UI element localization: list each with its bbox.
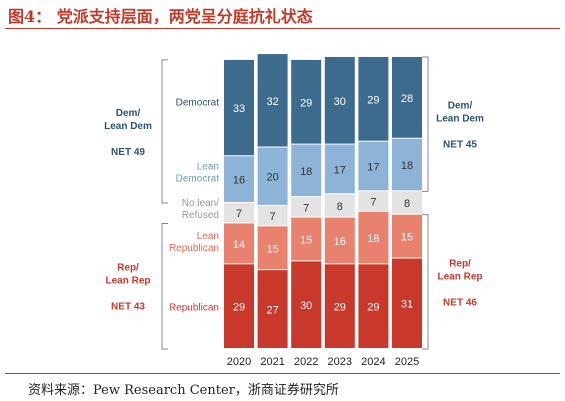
row-label: Refused [182,210,219,221]
data-label: 8 [404,198,410,210]
data-label: 29 [367,94,379,106]
left-group-label: Dem/ [116,108,141,119]
bar-segment-lean-republican-2025 [392,214,422,258]
x-tick-label: 2024 [361,356,385,368]
data-label: 20 [266,172,278,184]
bar-segment-lean-democrat-2024 [358,141,389,191]
bar-segment-republican-2020 [224,264,254,348]
left-group-label: Rep/ [117,263,139,274]
data-label: 18 [367,233,379,245]
bar-segment-lean-republican-2022 [291,217,322,261]
bar-segment-republican-2021 [257,270,288,348]
bar-segment-democrat-2022 [291,59,322,144]
bar-segment-no-lean-refused-2024 [358,191,389,211]
data-label: 31 [401,299,413,311]
row-label: Lean [197,161,219,172]
left-group-bracket [161,222,168,350]
bar-segment-no-lean-refused-2021 [257,205,288,226]
x-tick-label: 2021 [260,356,284,368]
data-label: 29 [233,302,245,314]
right-group-label: NET 46 [443,297,477,308]
data-label: 30 [300,300,312,312]
bar-segment-republican-2025 [392,258,422,348]
data-label: 15 [300,235,312,247]
data-label: 30 [334,96,346,108]
bar-segment-republican-2023 [324,264,355,348]
bar-segment-democrat-2020 [224,59,254,156]
row-label: Republican [169,302,219,313]
left-group-bracket [161,59,168,204]
row-label: Democrat [176,173,220,184]
right-group-label: Rep/ [449,258,471,269]
title-divider [5,28,560,29]
data-label: 7 [370,197,376,209]
left-group-label: Lean Rep [105,276,150,287]
data-label: 17 [334,164,346,176]
figure-title: 图4： 党派支持层面，两党呈分庭抗礼状态 [8,7,313,26]
bar-segment-lean-republican-2024 [358,211,389,264]
x-tick-label: 2022 [294,356,318,368]
bar-segment-lean-democrat-2025 [392,138,422,191]
x-tick-label: 2020 [227,356,251,368]
data-label: 15 [401,232,413,244]
source-note: 资料来源：Pew Research Center，浙商证券研究所 [28,383,339,398]
data-label: 18 [401,160,413,172]
data-label: 14 [233,239,245,251]
right-group-label: Lean Dem [436,114,484,125]
bar-segment-lean-democrat-2020 [224,156,254,202]
data-label: 16 [334,236,346,248]
left-group-label: NET 43 [111,302,145,313]
bar-segment-lean-democrat-2023 [324,144,355,194]
right-group-bracket [422,214,429,350]
bar-segment-lean-republican-2021 [257,226,288,270]
bar-segment-lean-democrat-2021 [257,147,288,205]
bar-segment-republican-2022 [291,261,322,348]
row-label: No lean/ [182,198,219,209]
bar-segment-lean-republican-2023 [324,217,355,264]
data-label: 8 [337,201,343,213]
data-label: 7 [270,211,276,223]
data-label: 28 [401,93,413,105]
bar-segment-democrat-2023 [324,57,355,144]
bar-segment-democrat-2024 [358,57,389,141]
x-tick-label: 2025 [395,356,419,368]
right-group-label: Lean Rep [437,271,482,282]
row-label: Lean [197,231,219,242]
bar-segment-republican-2024 [358,264,389,348]
bar-segment-no-lean-refused-2023 [324,194,355,217]
left-group-label: NET 49 [111,147,145,158]
bar-segment-lean-republican-2020 [224,223,254,264]
x-tick-label: 2023 [328,356,352,368]
right-group-label: NET 45 [443,140,477,151]
data-label: 18 [300,166,312,178]
data-label: 15 [266,243,278,255]
data-label: 33 [233,103,245,115]
data-label: 7 [236,208,242,220]
bar-segment-democrat-2021 [257,54,288,147]
right-group-label: Dem/ [448,101,473,112]
row-label: Republican [169,243,219,254]
bar-segment-no-lean-refused-2022 [291,197,322,217]
data-label: 29 [334,302,346,314]
data-label: 29 [300,97,312,109]
data-label: 16 [233,175,245,187]
footer-divider [5,373,560,374]
data-label: 17 [367,162,379,174]
data-label: 32 [266,96,278,108]
data-label: 27 [266,305,278,317]
data-label: 7 [303,202,309,214]
bar-segment-no-lean-refused-2025 [392,191,422,214]
bar-segment-no-lean-refused-2020 [224,203,254,223]
bar-segment-democrat-2025 [392,57,422,138]
left-group-label: Lean Dem [104,121,152,132]
bar-segment-lean-democrat-2022 [291,144,322,197]
right-group-bracket [422,56,429,192]
data-label: 29 [367,302,379,314]
row-label: Democrat [176,98,220,109]
